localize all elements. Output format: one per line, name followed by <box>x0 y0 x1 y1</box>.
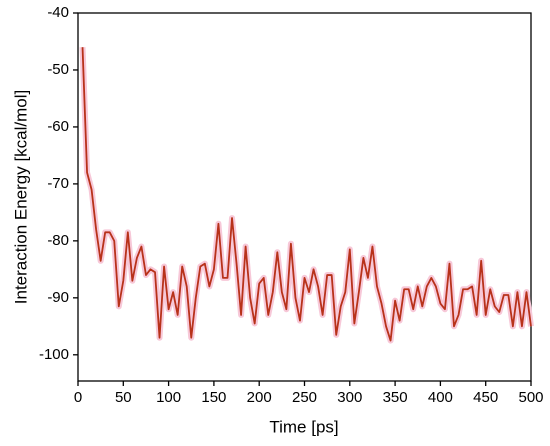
x-tick-label: 0 <box>74 389 82 406</box>
y-tick-label: -100 <box>39 346 69 363</box>
y-tick-label: -50 <box>47 61 69 78</box>
y-tick-label: -60 <box>47 118 69 135</box>
x-tick-label: 300 <box>337 389 362 406</box>
y-tick-label: -80 <box>47 232 69 249</box>
x-tick-label: 450 <box>473 389 498 406</box>
x-tick-label: 100 <box>156 389 181 406</box>
line-glow <box>79 47 534 344</box>
x-tick-label: 350 <box>383 389 408 406</box>
y-axis-title: Interaction Energy [kcal/mol] <box>11 90 30 304</box>
x-tick-label: 400 <box>428 389 453 406</box>
x-tick-label: 500 <box>518 389 543 406</box>
y-tick-label: -40 <box>47 4 69 21</box>
y-tick-label: -90 <box>47 289 69 306</box>
y-tick-label: -70 <box>47 175 69 192</box>
x-axis-title: Time [ps] <box>269 417 338 436</box>
x-tick-label: 50 <box>115 389 132 406</box>
x-tick-label: 250 <box>292 389 317 406</box>
x-tick-label: 150 <box>201 389 226 406</box>
x-tick-label: 200 <box>247 389 272 406</box>
plot-frame <box>77 12 532 382</box>
line <box>81 47 532 342</box>
